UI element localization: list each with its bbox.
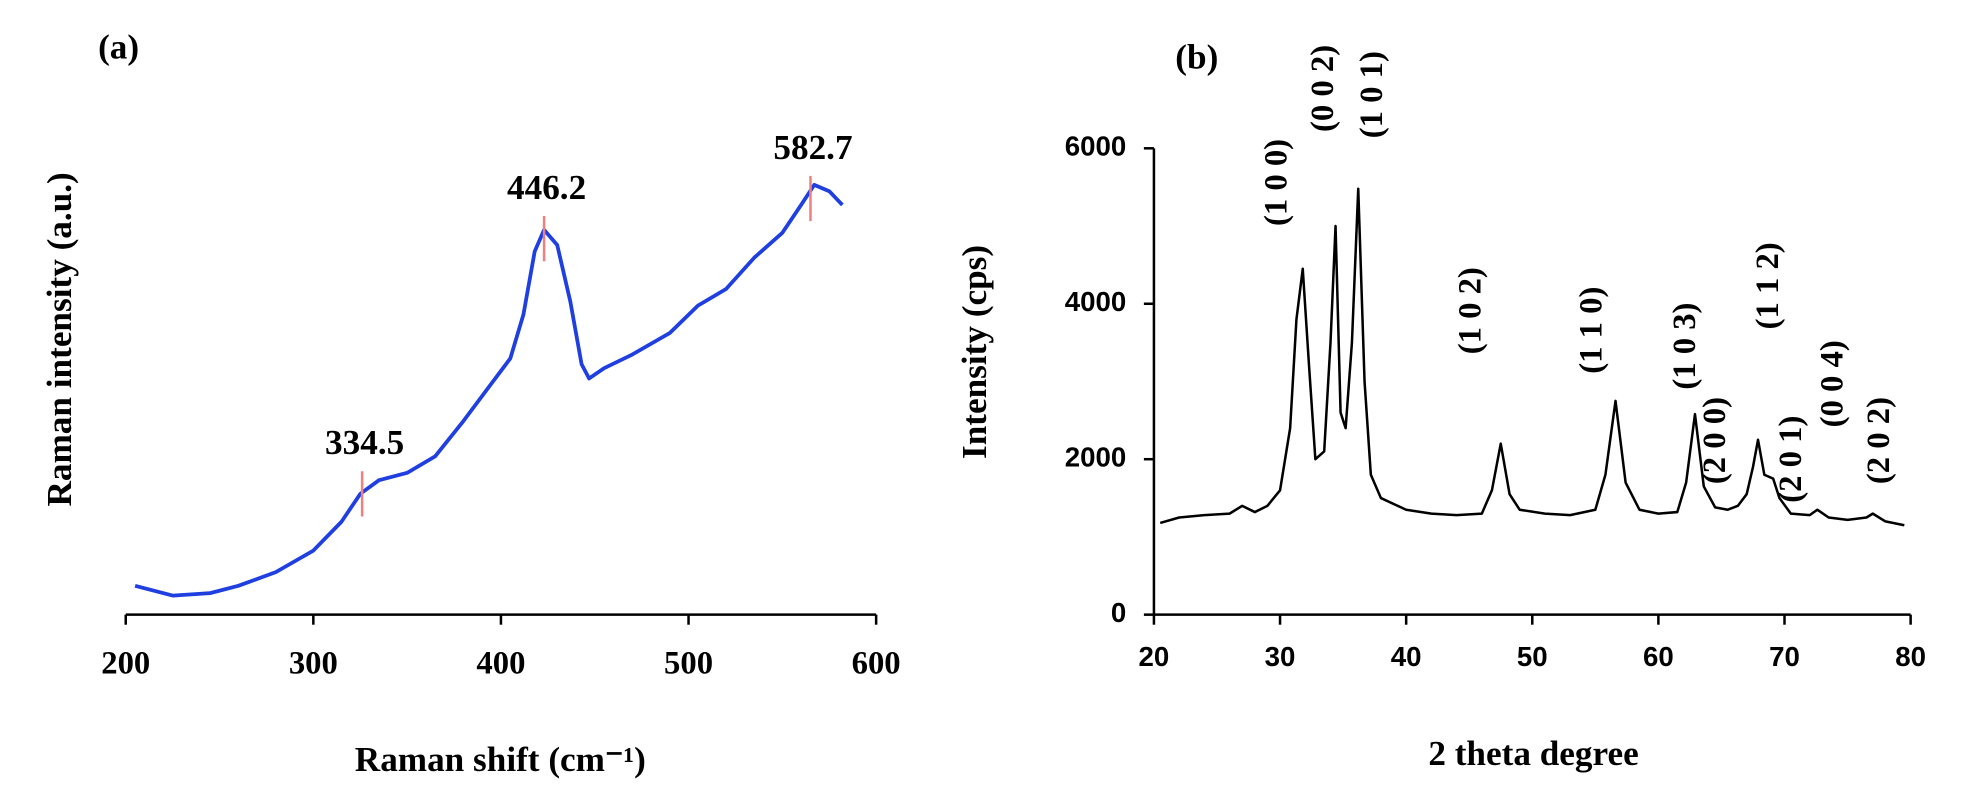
x-tick-label: 80	[1895, 641, 1926, 672]
y-axis-label: Raman intensity (a.u.)	[40, 172, 79, 506]
x-axis-label: 2 theta degree	[1428, 734, 1638, 773]
y-tick-label: 4000	[1065, 286, 1127, 317]
peak-label: (0 0 4)	[1814, 340, 1850, 427]
data-line	[134, 182, 844, 598]
x-tick-label: 200	[101, 646, 150, 682]
peak-label: (1 0 3)	[1667, 303, 1703, 390]
x-tick-label: 50	[1517, 641, 1548, 672]
x-tick-label: 40	[1391, 641, 1422, 672]
x-tick-label: 70	[1769, 641, 1800, 672]
y-tick-label: 2000	[1065, 442, 1127, 473]
x-tick-label: 30	[1265, 641, 1296, 672]
x-tick-label: 60	[1643, 641, 1674, 672]
peak-label: (2 0 1)	[1773, 416, 1809, 503]
peak-label: (0 0 2)	[1305, 45, 1341, 132]
peak-label: 582.7	[773, 128, 852, 167]
panel-label: (a)	[98, 27, 139, 66]
panel-label: (b)	[1175, 37, 1218, 76]
y-tick-label: 0	[1111, 597, 1126, 628]
x-tick-label: 300	[289, 646, 338, 682]
y-tick-label: 6000	[1065, 131, 1127, 162]
peak-label: (2 0 0)	[1697, 397, 1733, 484]
x-tick-label: 20	[1139, 641, 1170, 672]
peak-label: (1 0 1)	[1354, 51, 1390, 138]
peak-label: (1 0 0)	[1258, 139, 1294, 226]
peak-label: (1 0 2)	[1453, 267, 1489, 354]
peak-label: (1 1 2)	[1750, 242, 1786, 329]
peak-label: 334.5	[325, 423, 404, 462]
peak-label: 446.2	[507, 168, 586, 207]
peak-label: (1 1 0)	[1574, 287, 1610, 374]
data-line	[1159, 187, 1905, 527]
y-axis-label: Intensity (cps)	[955, 245, 994, 459]
x-axis-label: Raman shift (cm⁻¹)	[355, 740, 646, 779]
x-tick-label: 500	[664, 646, 713, 682]
peak-label: (2 0 2)	[1861, 397, 1897, 484]
x-tick-label: 400	[476, 646, 525, 682]
x-tick-label: 600	[852, 646, 901, 682]
